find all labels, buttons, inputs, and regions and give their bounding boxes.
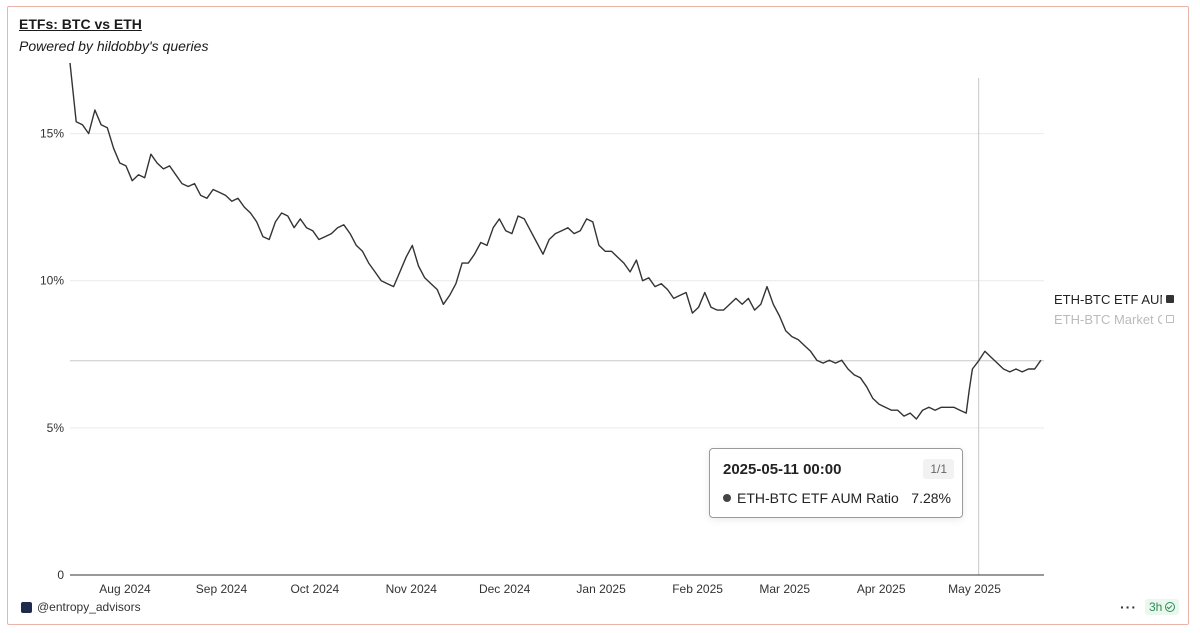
entropy-logo-icon xyxy=(21,601,32,613)
x-tick-label: Dec 2024 xyxy=(479,582,531,596)
grid-layer xyxy=(70,133,1044,429)
tooltip-series-row: ETH-BTC ETF AUM Ratio 7.28% xyxy=(723,490,951,506)
legend-swatch-filled-icon xyxy=(1166,295,1174,303)
footer-actions: ··· 3h xyxy=(1120,599,1180,615)
crosshair-layer xyxy=(70,78,1044,575)
series-dot-icon xyxy=(723,494,731,502)
legend-label: ETH-BTC Market Cap Ratio xyxy=(1054,311,1162,327)
legend-swatch-empty-icon xyxy=(1166,315,1174,323)
axis-layer: 0 5% 10% 15% Aug 2024 Sep 2024 Oct 2024 Nov 202… xyxy=(40,127,1044,596)
series-line-eth-btc-aum-ratio xyxy=(69,62,1042,420)
x-tick-label: Jan 2025 xyxy=(576,582,626,596)
x-tick-label: Apr 2025 xyxy=(857,582,906,596)
x-tick-label: Oct 2024 xyxy=(290,582,339,596)
chart-title[interactable]: ETFs: BTC vs ETH xyxy=(19,16,142,32)
y-tick-label: 15% xyxy=(40,127,64,141)
hover-tooltip: 2025-05-11 00:00 1/1 ETH-BTC ETF AUM Rat… xyxy=(709,448,963,518)
y-tick-label: 10% xyxy=(40,274,64,288)
tooltip-date: 2025-05-11 00:00 xyxy=(723,461,842,478)
x-tick-label: Aug 2024 xyxy=(99,582,151,596)
legend-item-aum-ratio[interactable]: ETH-BTC ETF AUM Ratio xyxy=(1054,289,1179,309)
tooltip-series-name: ETH-BTC ETF AUM Ratio xyxy=(737,490,899,506)
more-options-icon[interactable]: ··· xyxy=(1120,599,1137,615)
series-layer xyxy=(69,62,1042,420)
refresh-status-badge[interactable]: 3h xyxy=(1145,599,1180,615)
legend-item-market-cap-ratio[interactable]: ETH-BTC Market Cap Ratio xyxy=(1054,309,1179,329)
tooltip-series-value: 7.28% xyxy=(911,490,951,506)
tooltip-page-indicator: 1/1 xyxy=(923,459,954,479)
x-tick-label: Nov 2024 xyxy=(386,582,438,596)
chart-subtitle: Powered by hildobby's queries xyxy=(19,38,209,54)
legend: ETH-BTC ETF AUM Ratio ETH-BTC Market Cap… xyxy=(1054,289,1179,329)
author-handle[interactable]: @entropy_advisors xyxy=(37,600,141,614)
x-tick-label: Mar 2025 xyxy=(759,582,810,596)
x-tick-label: Feb 2025 xyxy=(672,582,723,596)
legend-label: ETH-BTC ETF AUM Ratio xyxy=(1054,291,1162,307)
author-credit[interactable]: @entropy_advisors xyxy=(21,600,141,614)
x-tick-label: Sep 2024 xyxy=(196,582,248,596)
x-tick-label: May 2025 xyxy=(948,582,1001,596)
chart-card xyxy=(7,6,1189,625)
refresh-age: 3h xyxy=(1149,600,1163,614)
y-tick-label: 5% xyxy=(47,421,65,435)
y-tick-label: 0 xyxy=(57,568,64,582)
check-circle-icon xyxy=(1165,602,1176,612)
